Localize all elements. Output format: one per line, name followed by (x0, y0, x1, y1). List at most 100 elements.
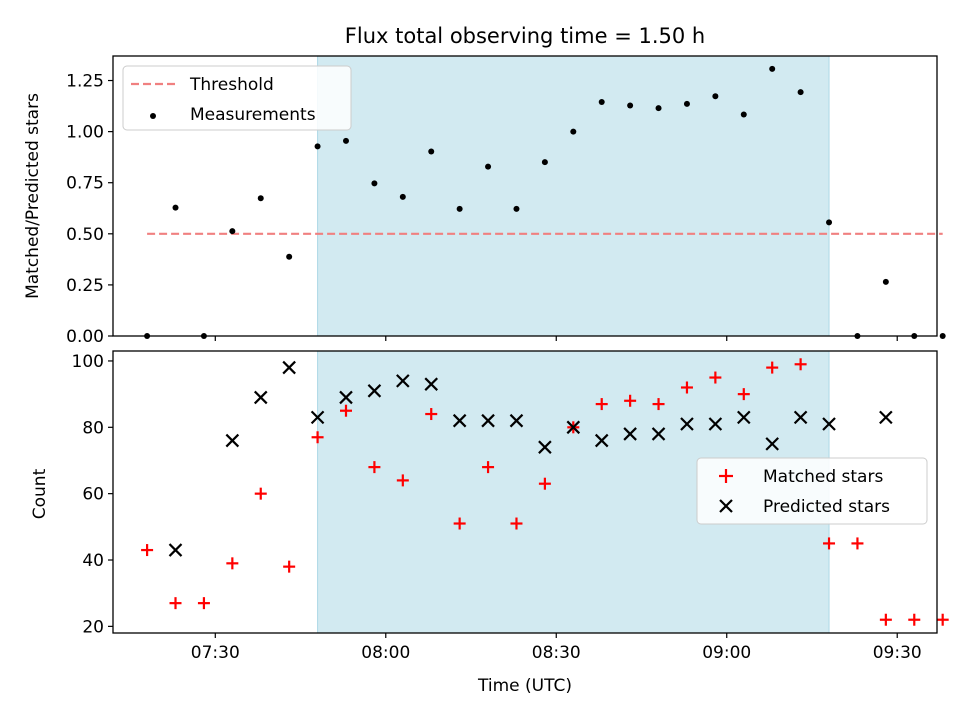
matched-star-point (794, 358, 807, 371)
predicted-star-point (367, 384, 382, 398)
measurements-legend-swatch (150, 113, 156, 119)
predicted-star-point (594, 433, 609, 448)
top-plot-frame (112, 55, 938, 337)
measurement-point (939, 333, 946, 339)
x-tick-label: 09:30 (873, 643, 922, 663)
measurement-point (428, 148, 435, 155)
matched-star-point (141, 544, 154, 557)
predicted-star-point (708, 417, 723, 431)
predicted-star-point (339, 390, 353, 405)
y-tick-label: 0.00 (66, 327, 104, 347)
bottom-y-ticks: 20 40 60 80 100 (72, 352, 113, 637)
measurement-point (541, 159, 548, 166)
measurement-point (627, 102, 634, 109)
top-span-rect (317, 55, 830, 337)
y-tick-label: 0.75 (66, 174, 104, 194)
measurement-point (882, 278, 889, 285)
measurement-point (740, 111, 747, 118)
matched-star-point (339, 404, 352, 417)
measurement-point (342, 137, 349, 144)
predicted-star-point (253, 390, 268, 405)
matched-star-point (766, 361, 779, 374)
threshold-legend-label: Threshold (189, 75, 274, 95)
predicted-star-point (793, 410, 808, 425)
top-panel: 0.00 0.25 0.50 0.75 1.00 1.25 Matched/Predict… (23, 55, 946, 347)
predicted-star-point (651, 427, 666, 441)
measurement-point (797, 89, 804, 96)
matched-star-point (624, 394, 637, 407)
bottom-panel: 20 40 60 80 100 07:30 08:00 08:30 09:00 09:30 Co… (30, 350, 949, 696)
y-tick-label: 20 (82, 617, 104, 637)
matched-star-point (879, 613, 892, 626)
top-highlight-span (317, 55, 830, 337)
measurement-point (598, 98, 605, 105)
matched-star-point (197, 597, 210, 610)
y-tick-label: 60 (82, 485, 104, 505)
measurement-point (456, 205, 463, 212)
predicted-star-point (566, 420, 581, 435)
matched-star-point (453, 517, 466, 530)
top-y-axis-label: Matched/Predicted stars (23, 93, 43, 299)
predicted-star-point (396, 374, 410, 388)
predicted-star-point (424, 377, 439, 391)
matched-star-point (595, 398, 608, 411)
measurement-point (570, 128, 577, 135)
measurement-point (314, 143, 321, 150)
y-tick-label: 80 (82, 418, 104, 438)
predicted-stars-points (168, 360, 893, 557)
matched-star-point (226, 557, 239, 570)
measurement-point (172, 204, 179, 211)
x-axis-label: Time (UTC) (477, 676, 572, 696)
measurement-point (826, 219, 833, 226)
measurement-point (399, 193, 406, 200)
bottom-legend-box (696, 457, 928, 525)
measurement-point (513, 205, 520, 212)
x-tick-label: 08:00 (361, 643, 410, 663)
matched-star-point (283, 560, 296, 573)
predicted-star-point (623, 427, 637, 441)
y-tick-label: 1.25 (66, 72, 104, 92)
predicted-stars-legend-label: Predicted stars (763, 497, 890, 517)
y-tick-label: 0.25 (66, 276, 104, 296)
predicted-star-point (822, 417, 836, 431)
matched-stars-points (141, 358, 949, 626)
predicted-star-point (765, 437, 779, 451)
x-tick-label: 09:00 (702, 643, 751, 663)
top-legend: Threshold Measurements (122, 65, 352, 131)
top-legend-box (122, 65, 352, 131)
measurement-point (485, 163, 492, 170)
predicted-star-point (538, 440, 552, 454)
figure-title: Flux total observing time = 1.50 h (345, 24, 705, 48)
measurement-point (712, 93, 719, 100)
bottom-x-ticks: 07:30 08:00 08:30 09:00 09:30 (191, 633, 922, 663)
x-tick-label: 07:30 (191, 643, 240, 663)
matched-star-point (169, 597, 182, 610)
y-tick-label: 100 (72, 352, 104, 372)
predicted-star-point (481, 413, 495, 428)
matched-stars-legend-swatch (719, 469, 733, 483)
y-tick-label: 1.00 (66, 123, 104, 143)
matched-star-point (823, 537, 836, 550)
predicted-star-point (310, 410, 325, 425)
measurement-point (257, 195, 264, 202)
matched-star-point (652, 398, 665, 411)
predicted-star-point (225, 433, 240, 448)
measurement-point (683, 100, 690, 107)
predicted-star-point (680, 417, 694, 431)
matched-star-point (737, 388, 750, 401)
top-y-ticks: 0.00 0.25 0.50 0.75 1.00 1.25 (66, 72, 113, 347)
matched-star-point (368, 461, 381, 474)
y-tick-label: 40 (82, 551, 104, 571)
predicted-star-point (168, 543, 183, 557)
matched-star-point (510, 517, 523, 530)
matched-star-point (908, 613, 921, 626)
top-x-ticks (214, 336, 898, 341)
measurement-point (286, 253, 293, 260)
measurements-legend-label: Measurements (190, 105, 316, 125)
matched-star-point (311, 431, 324, 444)
predicted-star-point (509, 413, 524, 428)
matched-star-point (254, 487, 267, 500)
matched-star-point (482, 461, 495, 474)
matched-star-point (936, 613, 949, 626)
